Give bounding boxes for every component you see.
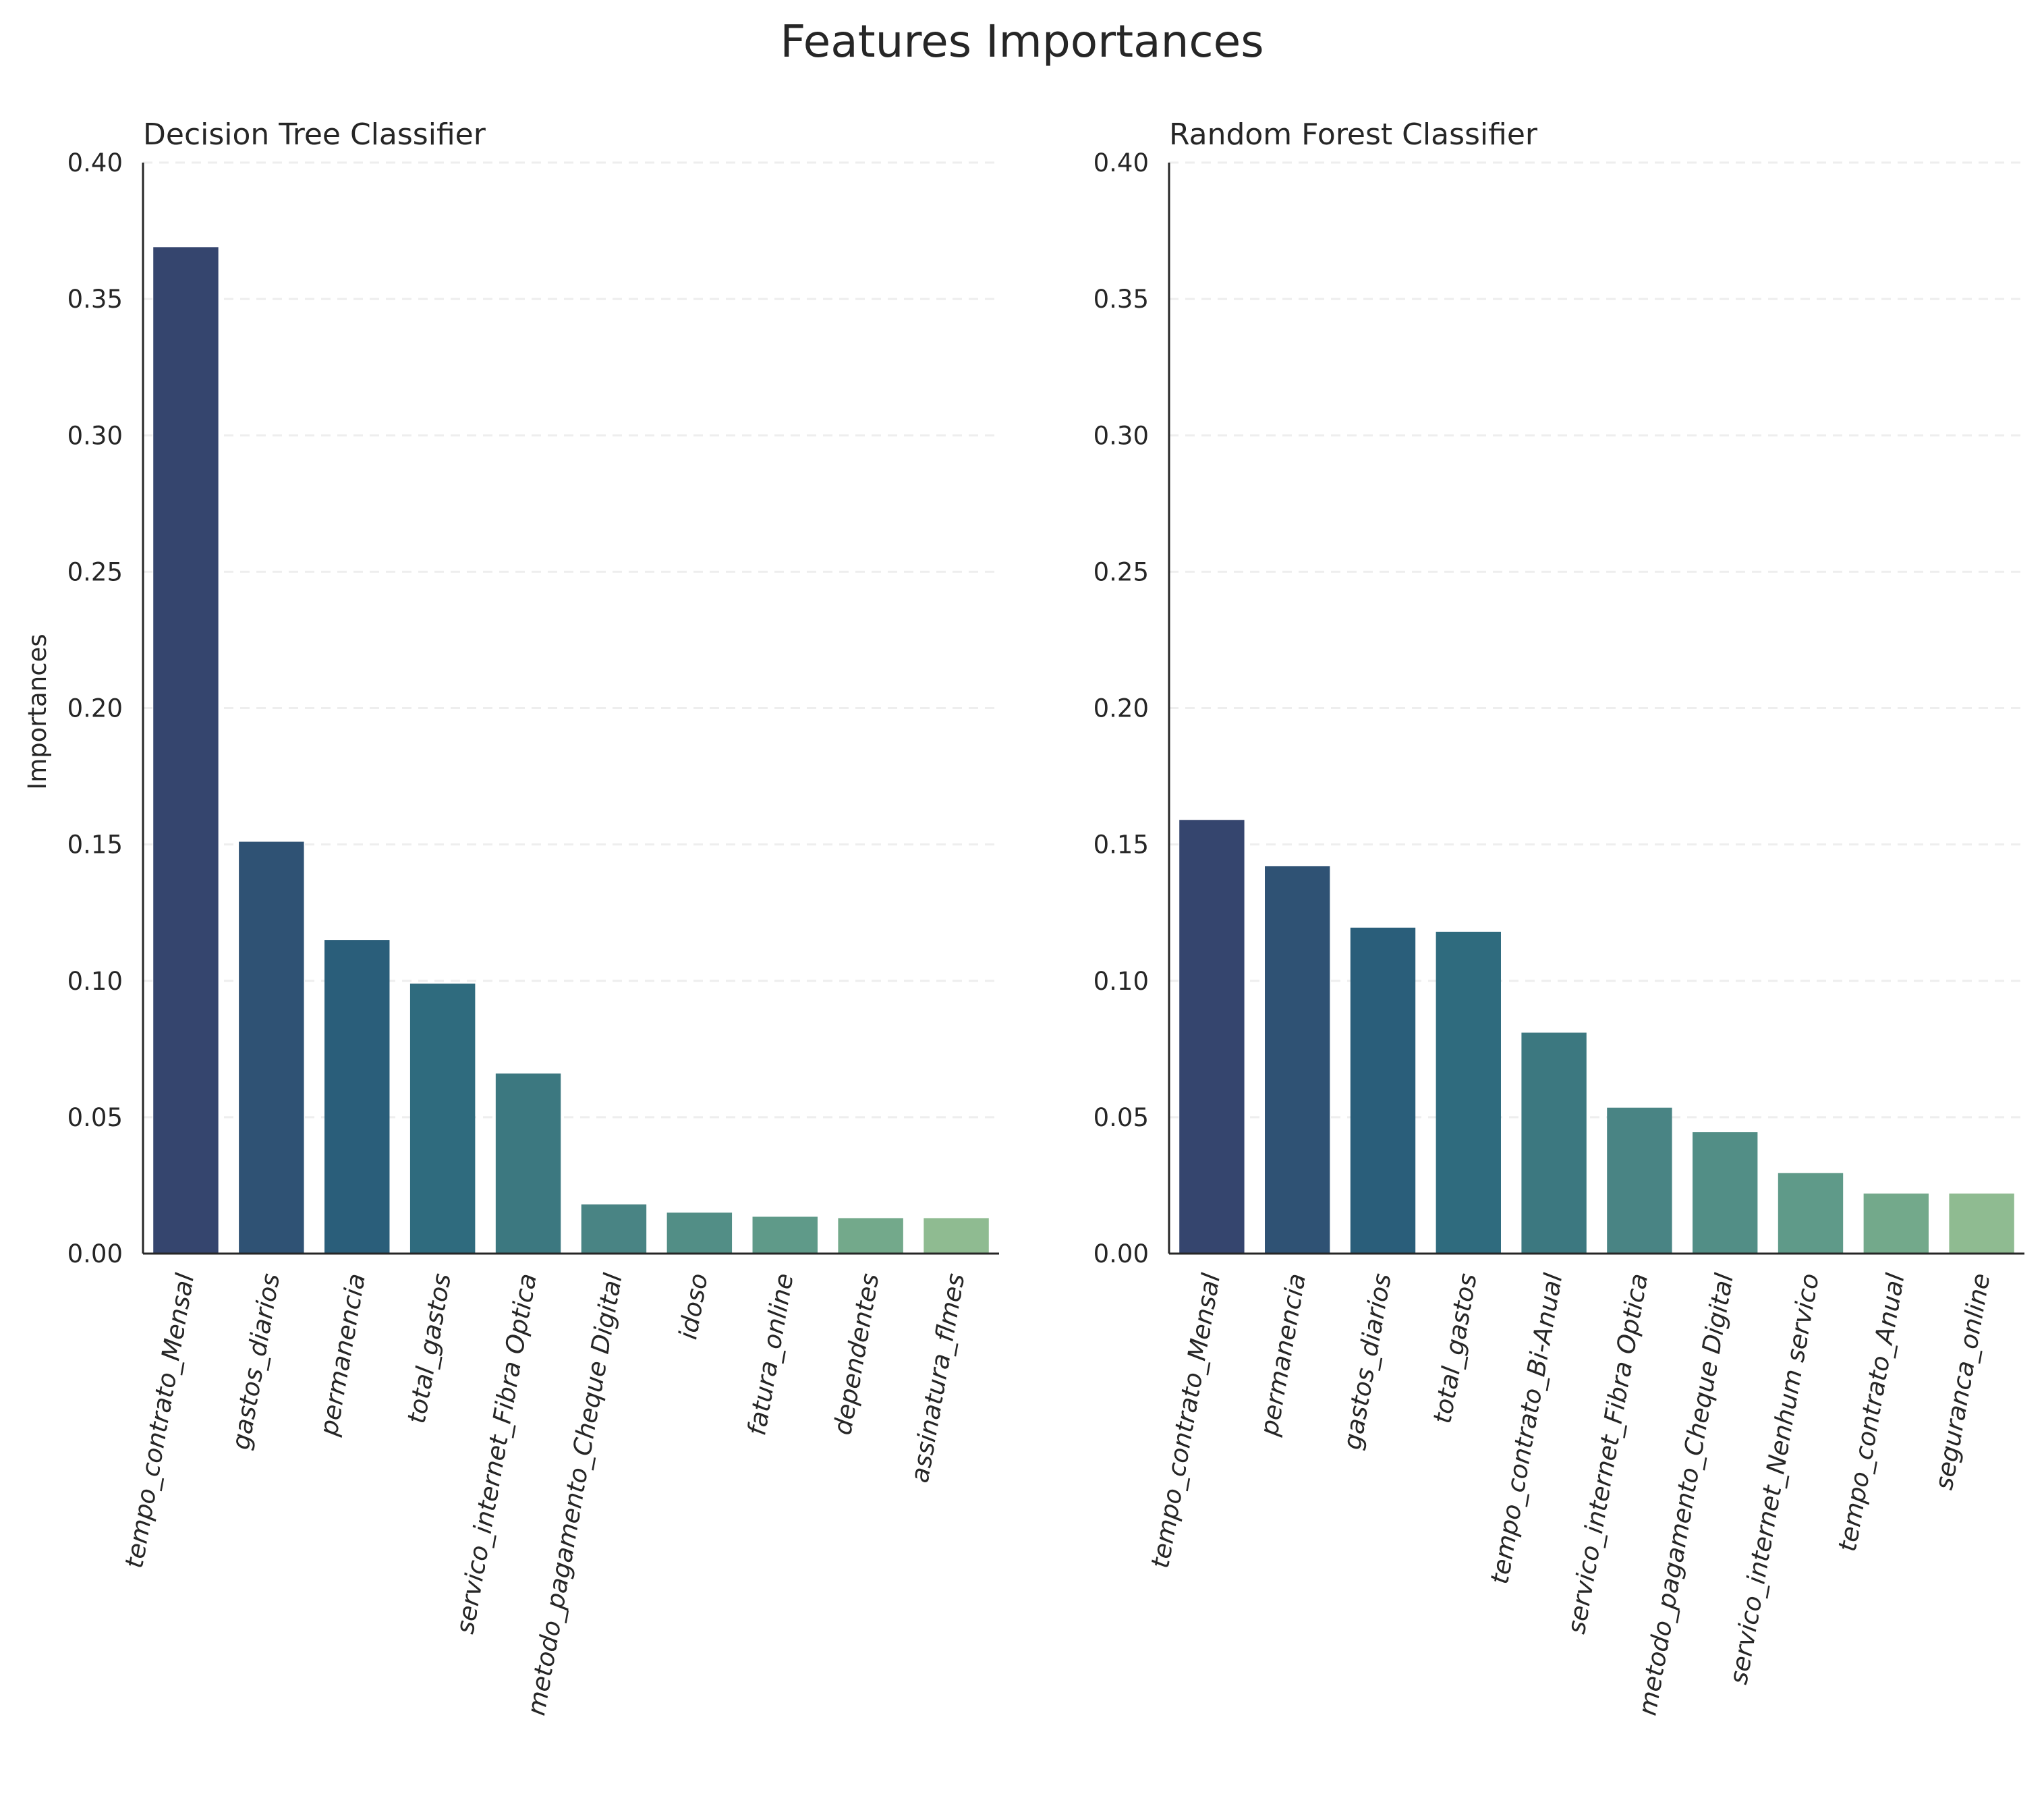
decision-tree-y-tick-label: 0.00	[67, 1239, 123, 1268]
decision-tree-x-tick-label: assinatura_flmes	[905, 1271, 971, 1485]
decision-tree-y-tick-label: 0.25	[67, 557, 123, 586]
random-forest-x-tick-label: permanencia	[1254, 1271, 1311, 1438]
random-forest-panel: Random Forest Classifier 0.00 0.05 0.10 0.1…	[1094, 117, 2024, 1718]
decision-tree-bar	[581, 1204, 647, 1254]
random-forest-x-tick-label: tempo_contrato_Mensal	[1145, 1270, 1226, 1570]
random-forest-y-tick-label: 0.00	[1094, 1239, 1149, 1268]
decision-tree-bar	[153, 247, 219, 1254]
decision-tree-x-tick-label: servico_internet_Fibra Optica	[451, 1271, 542, 1636]
decision-tree-bar	[924, 1218, 989, 1254]
decision-tree-x-tick-label: tempo_contrato_Mensal	[119, 1270, 200, 1570]
random-forest-bar	[1521, 1032, 1587, 1254]
random-forest-x-tick-label: gastos_diarios	[1338, 1271, 1397, 1452]
random-forest-title: Random Forest Classifier	[1169, 117, 1538, 152]
random-forest-bar	[1607, 1107, 1672, 1254]
random-forest-x-tick-label: servico_internet_Fibra Optica	[1562, 1271, 1653, 1636]
decision-tree-bar	[409, 983, 476, 1254]
decision-tree-x-tick-label: idoso	[673, 1271, 713, 1341]
decision-tree-bar	[324, 940, 390, 1254]
decision-tree-y-tick-label: 0.05	[67, 1103, 123, 1132]
decision-tree-title: Decision Tree Classifier	[143, 117, 486, 152]
random-forest-bar	[1350, 927, 1416, 1254]
decision-tree-y-axis-label: Importances	[23, 634, 52, 789]
decision-tree-bar	[495, 1073, 561, 1254]
random-forest-y-tick-label: 0.20	[1094, 694, 1149, 723]
random-forest-y-tick-label: 0.30	[1094, 421, 1149, 450]
random-forest-y-tick-label: 0.10	[1094, 967, 1149, 996]
decision-tree-y-tick-label: 0.20	[67, 694, 123, 723]
random-forest-bar	[1863, 1194, 1929, 1254]
random-forest-x-tick-label: total_gastos	[1427, 1271, 1482, 1426]
decision-tree-x-tick-label: metodo_pagamento_Cheque Digital	[521, 1270, 628, 1717]
decision-tree-bar	[666, 1212, 733, 1254]
random-forest-bar	[1693, 1132, 1758, 1254]
decision-tree-y-tick-label: 0.30	[67, 421, 123, 450]
decision-tree-y-tick-label: 0.15	[67, 831, 123, 860]
decision-tree-x-tick-label: total_gastos	[402, 1271, 457, 1426]
random-forest-y-tick-label: 0.25	[1094, 557, 1149, 586]
random-forest-bar	[1949, 1194, 2014, 1254]
random-forest-y-tick-label: 0.40	[1094, 148, 1149, 177]
random-forest-x-tick-label: tempo_contrato_Anual	[1833, 1270, 1910, 1553]
decision-tree-y-tick-label: 0.40	[67, 148, 123, 177]
decision-tree-bar	[752, 1216, 818, 1254]
decision-tree-y-tick-label: 0.10	[67, 967, 123, 996]
decision-tree-x-tick-label: gastos_diarios	[226, 1271, 285, 1452]
random-forest-y-tick-label: 0.05	[1094, 1103, 1149, 1132]
decision-tree-y-tick-label: 0.35	[67, 285, 123, 314]
random-forest-bar	[1436, 931, 1501, 1254]
random-forest-bar	[1778, 1173, 1844, 1254]
random-forest-x-tick-label: servico_internet_Nenhum servico	[1724, 1271, 1825, 1686]
decision-tree-x-tick-label: permanencia	[314, 1271, 371, 1438]
figure-title: Features Importances	[780, 16, 1264, 67]
decision-tree-panel: Decision Tree Classifier Importances 0.0…	[23, 117, 999, 1718]
random-forest-x-tick-label: metodo_pagamento_Cheque Digital	[1633, 1270, 1739, 1717]
random-forest-bar	[1179, 820, 1245, 1254]
decision-tree-bar	[838, 1218, 903, 1254]
decision-tree-bar	[239, 841, 304, 1254]
random-forest-bar	[1265, 866, 1330, 1254]
decision-tree-x-tick-label: dependentes	[828, 1271, 884, 1437]
random-forest-x-tick-label: tempo_contrato_Bi-Anual	[1485, 1270, 1568, 1586]
random-forest-y-tick-label: 0.35	[1094, 285, 1149, 314]
random-forest-y-tick-label: 0.15	[1094, 831, 1149, 860]
random-forest-x-tick-label: seguranca_online	[1929, 1271, 1996, 1492]
decision-tree-x-tick-label: fatura_online	[742, 1271, 799, 1438]
